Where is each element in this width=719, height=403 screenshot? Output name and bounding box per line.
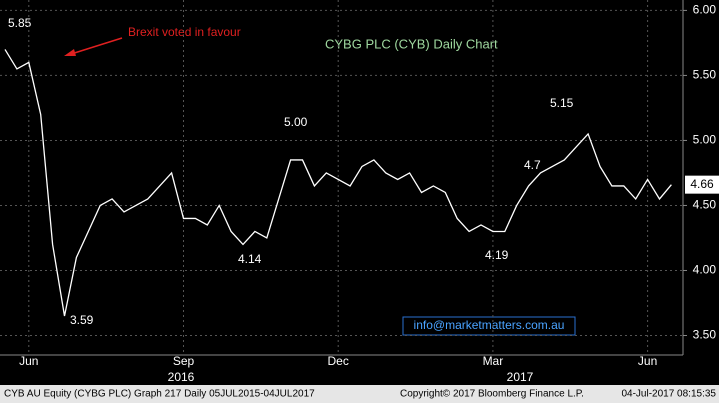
last-price-box bbox=[685, 175, 719, 194]
price-line bbox=[4, 49, 672, 317]
arrow-head bbox=[64, 49, 76, 56]
y-tick-label: 3.50 bbox=[693, 328, 717, 342]
watermark-box bbox=[402, 316, 576, 336]
arrow bbox=[67, 37, 123, 56]
footer-bar bbox=[0, 385, 719, 403]
y-tick-label: 6.00 bbox=[693, 3, 717, 17]
y-tick-label: 4.00 bbox=[693, 263, 717, 277]
x-tick-label: Jun bbox=[19, 354, 38, 368]
annotation: 5.85 bbox=[8, 16, 32, 30]
footer-text: CYB AU Equity (CYBG PLC) Graph 217 Daily… bbox=[4, 389, 315, 400]
year-label: 2017 bbox=[507, 370, 534, 384]
y-tick-label: 5.50 bbox=[693, 68, 717, 82]
x-tick-label: Sep bbox=[173, 354, 195, 368]
y-tick-label: 4.50 bbox=[693, 198, 717, 212]
x-tick-label: Mar bbox=[483, 354, 504, 368]
y-tick-label: 5.00 bbox=[693, 133, 717, 147]
last-price-label: 4.66 bbox=[690, 177, 714, 191]
watermark: info@marketmatters.com.au bbox=[414, 318, 565, 332]
annotation: Brexit voted in favour bbox=[128, 25, 241, 39]
annotation: 5.00 bbox=[284, 115, 308, 129]
x-tick-label: Dec bbox=[328, 354, 349, 368]
annotation: 4.7 bbox=[524, 158, 541, 172]
annotation: 4.19 bbox=[485, 248, 509, 262]
footer-text: Copyright© 2017 Bloomberg Finance L.P. bbox=[400, 389, 584, 400]
annotation: 4.14 bbox=[238, 252, 262, 266]
chart-title: CYBG PLC (CYB) Daily Chart bbox=[325, 36, 498, 51]
year-label: 2016 bbox=[168, 370, 195, 384]
footer-text: 04-Jul-2017 08:15:35 bbox=[621, 389, 716, 400]
annotation: 3.59 bbox=[70, 313, 94, 327]
x-tick-label: Jun bbox=[638, 354, 657, 368]
annotation: 5.15 bbox=[550, 96, 574, 110]
